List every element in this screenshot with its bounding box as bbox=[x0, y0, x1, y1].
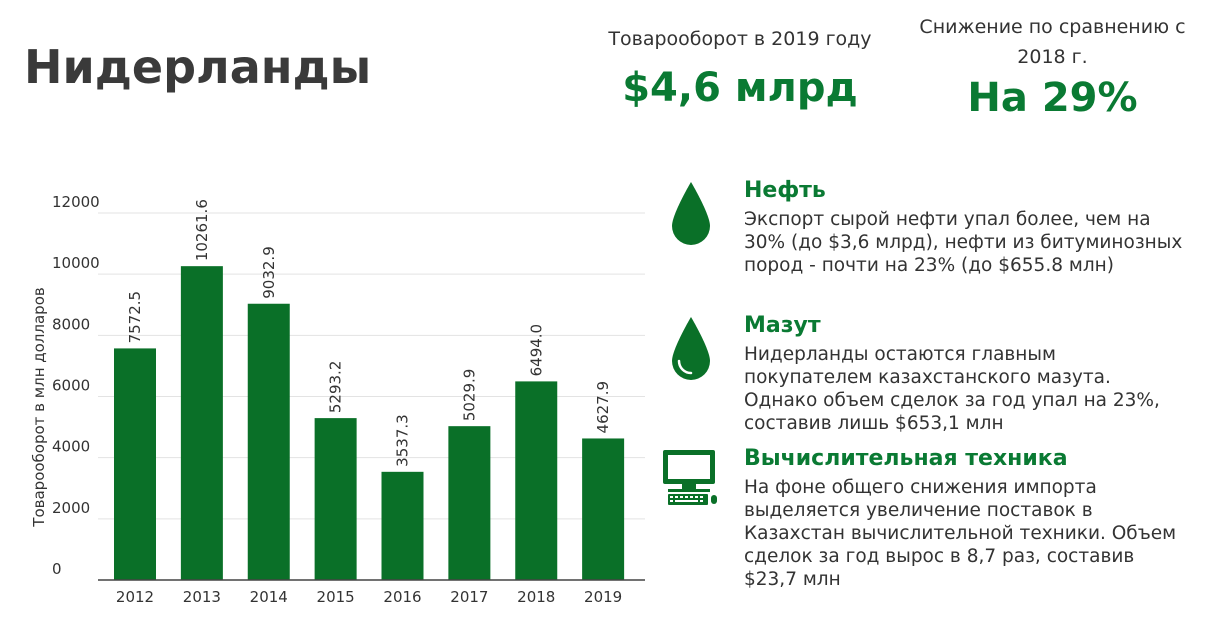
fuel-oil-drop-icon bbox=[672, 317, 710, 380]
y-tick-label: 4000 bbox=[52, 438, 90, 456]
turnover-value: $4,6 млрд bbox=[622, 65, 858, 111]
y-tick-label: 8000 bbox=[52, 315, 90, 333]
bar-2012 bbox=[114, 348, 156, 580]
info-computers-heading: Вычислительная техника bbox=[744, 446, 1068, 471]
turnover-label: Товарооборот в 2019 году bbox=[608, 28, 872, 50]
computer-icon bbox=[663, 450, 717, 505]
bar-2018 bbox=[515, 381, 558, 580]
info-oil-text: Экспорт сырой нефти упал более, чем на 3… bbox=[744, 209, 1183, 276]
y-tick-label: 2000 bbox=[52, 499, 90, 517]
y-tick-label: 0 bbox=[52, 560, 62, 578]
bar-value-label: 6494.0 bbox=[527, 324, 545, 377]
info-computers-text: На фоне общего снижения импорта выделяет… bbox=[744, 477, 1177, 590]
page-title: Нидерланды bbox=[24, 40, 372, 94]
bar-value-label: 5029.9 bbox=[460, 369, 478, 422]
x-tick-label: 2013 bbox=[183, 588, 221, 606]
oil-drop-icon bbox=[672, 182, 710, 245]
decrease-value: На 29% bbox=[967, 75, 1138, 121]
bar-value-label: 5293.2 bbox=[327, 361, 345, 414]
x-tick-label: 2017 bbox=[450, 588, 488, 606]
bar-2013 bbox=[180, 266, 223, 580]
info-oil-heading: Нефть bbox=[744, 178, 826, 203]
turnover-stat: Товарооборот в 2019 году $4,6 млрд bbox=[600, 24, 880, 112]
y-tick-label: 10000 bbox=[52, 254, 100, 272]
bar-2019 bbox=[582, 438, 625, 580]
bar-value-label: 9032.9 bbox=[260, 246, 278, 299]
bar-value-label: 4627.9 bbox=[594, 381, 612, 434]
decrease-label: Снижение по сравнению с 2018 г. bbox=[919, 16, 1186, 68]
x-tick-label: 2018 bbox=[517, 588, 555, 606]
decrease-stat: Снижение по сравнению с 2018 г. На 29% bbox=[910, 12, 1195, 122]
turnover-bar-chart: 0 2000 4000 6000 8000 10000 12000 7572.5 2012 10… bbox=[30, 193, 645, 606]
x-tick-label: 2019 bbox=[584, 588, 622, 606]
bar-value-label: 3537.3 bbox=[394, 414, 412, 467]
info-fuel-oil-heading: Мазут bbox=[744, 313, 821, 338]
x-tick-label: 2016 bbox=[383, 588, 421, 606]
info-fuel-oil-text: Нидерланды остаются главным покупателем … bbox=[744, 344, 1160, 434]
bar-2015 bbox=[314, 418, 357, 580]
x-tick-label: 2014 bbox=[250, 588, 288, 606]
bar-2014 bbox=[247, 303, 290, 580]
bar-value-label: 7572.5 bbox=[126, 291, 144, 344]
bar-2017 bbox=[448, 426, 491, 580]
y-tick-label: 6000 bbox=[52, 377, 90, 395]
y-axis-title: Товарооборот в млн долларов bbox=[30, 287, 48, 527]
bar-value-label: 10261.6 bbox=[193, 199, 211, 261]
bar-2016 bbox=[381, 471, 424, 580]
x-tick-label: 2012 bbox=[116, 588, 154, 606]
y-tick-label: 12000 bbox=[52, 193, 100, 211]
x-tick-label: 2015 bbox=[317, 588, 355, 606]
